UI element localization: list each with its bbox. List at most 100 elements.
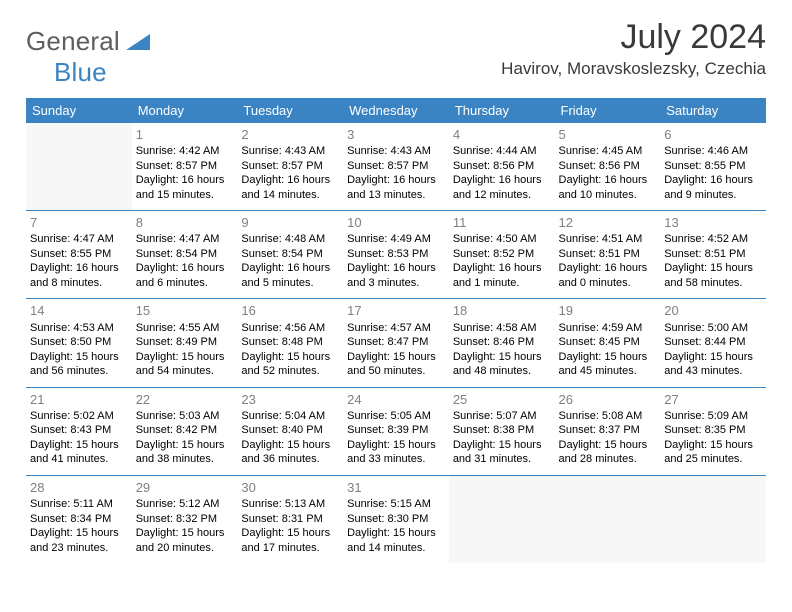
calendar-header-row: SundayMondayTuesdayWednesdayThursdayFrid… bbox=[26, 98, 766, 123]
daylight-text: Daylight: 16 hours and 1 minute. bbox=[453, 261, 551, 290]
daylight-text: Daylight: 15 hours and 31 minutes. bbox=[453, 438, 551, 467]
page-header: General Blue July 2024 Havirov, Moravsko… bbox=[26, 18, 766, 88]
sunrise-text: Sunrise: 4:58 AM bbox=[453, 321, 551, 336]
calendar-day-cell: 21Sunrise: 5:02 AMSunset: 8:43 PMDayligh… bbox=[26, 387, 132, 475]
daylight-text: Daylight: 15 hours and 43 minutes. bbox=[664, 350, 762, 379]
day-number: 16 bbox=[241, 302, 339, 320]
sunset-text: Sunset: 8:39 PM bbox=[347, 423, 445, 438]
sunrise-text: Sunrise: 5:00 AM bbox=[664, 321, 762, 336]
daylight-text: Daylight: 16 hours and 12 minutes. bbox=[453, 173, 551, 202]
calendar-week-row: 21Sunrise: 5:02 AMSunset: 8:43 PMDayligh… bbox=[26, 387, 766, 475]
calendar-day-cell: 13Sunrise: 4:52 AMSunset: 8:51 PMDayligh… bbox=[660, 211, 766, 299]
day-number: 2 bbox=[241, 126, 339, 144]
weekday-header: Saturday bbox=[660, 98, 766, 123]
calendar-table: SundayMondayTuesdayWednesdayThursdayFrid… bbox=[26, 98, 766, 563]
day-number: 5 bbox=[559, 126, 657, 144]
location-text: Havirov, Moravskoslezsky, Czechia bbox=[501, 59, 766, 79]
calendar-day-cell: 10Sunrise: 4:49 AMSunset: 8:53 PMDayligh… bbox=[343, 211, 449, 299]
sunset-text: Sunset: 8:48 PM bbox=[241, 335, 339, 350]
sunset-text: Sunset: 8:56 PM bbox=[453, 159, 551, 174]
calendar-day-cell: 9Sunrise: 4:48 AMSunset: 8:54 PMDaylight… bbox=[237, 211, 343, 299]
daylight-text: Daylight: 15 hours and 50 minutes. bbox=[347, 350, 445, 379]
calendar-day-cell: 25Sunrise: 5:07 AMSunset: 8:38 PMDayligh… bbox=[449, 387, 555, 475]
calendar-day-cell: 27Sunrise: 5:09 AMSunset: 8:35 PMDayligh… bbox=[660, 387, 766, 475]
sunset-text: Sunset: 8:47 PM bbox=[347, 335, 445, 350]
daylight-text: Daylight: 16 hours and 10 minutes. bbox=[559, 173, 657, 202]
sunrise-text: Sunrise: 5:04 AM bbox=[241, 409, 339, 424]
daylight-text: Daylight: 15 hours and 41 minutes. bbox=[30, 438, 128, 467]
sunset-text: Sunset: 8:55 PM bbox=[30, 247, 128, 262]
sunset-text: Sunset: 8:44 PM bbox=[664, 335, 762, 350]
sunset-text: Sunset: 8:55 PM bbox=[664, 159, 762, 174]
calendar-day-cell: 17Sunrise: 4:57 AMSunset: 8:47 PMDayligh… bbox=[343, 299, 449, 387]
calendar-day-cell: 23Sunrise: 5:04 AMSunset: 8:40 PMDayligh… bbox=[237, 387, 343, 475]
sunrise-text: Sunrise: 4:59 AM bbox=[559, 321, 657, 336]
sunset-text: Sunset: 8:46 PM bbox=[453, 335, 551, 350]
month-title: July 2024 bbox=[501, 18, 766, 57]
sunset-text: Sunset: 8:54 PM bbox=[136, 247, 234, 262]
sunrise-text: Sunrise: 4:52 AM bbox=[664, 232, 762, 247]
calendar-day-cell: 19Sunrise: 4:59 AMSunset: 8:45 PMDayligh… bbox=[555, 299, 661, 387]
sunset-text: Sunset: 8:40 PM bbox=[241, 423, 339, 438]
day-number: 30 bbox=[241, 479, 339, 497]
day-number: 15 bbox=[136, 302, 234, 320]
sunrise-text: Sunrise: 5:03 AM bbox=[136, 409, 234, 424]
calendar-day-cell: 3Sunrise: 4:43 AMSunset: 8:57 PMDaylight… bbox=[343, 123, 449, 211]
weekday-header: Monday bbox=[132, 98, 238, 123]
day-number: 1 bbox=[136, 126, 234, 144]
sunset-text: Sunset: 8:57 PM bbox=[136, 159, 234, 174]
sunrise-text: Sunrise: 5:12 AM bbox=[136, 497, 234, 512]
calendar-body: 1Sunrise: 4:42 AMSunset: 8:57 PMDaylight… bbox=[26, 123, 766, 563]
sunrise-text: Sunrise: 5:05 AM bbox=[347, 409, 445, 424]
daylight-text: Daylight: 16 hours and 3 minutes. bbox=[347, 261, 445, 290]
day-number: 9 bbox=[241, 214, 339, 232]
sunrise-text: Sunrise: 5:02 AM bbox=[30, 409, 128, 424]
daylight-text: Daylight: 15 hours and 28 minutes. bbox=[559, 438, 657, 467]
calendar-day-cell: 12Sunrise: 4:51 AMSunset: 8:51 PMDayligh… bbox=[555, 211, 661, 299]
sunrise-text: Sunrise: 4:49 AM bbox=[347, 232, 445, 247]
sunrise-text: Sunrise: 4:44 AM bbox=[453, 144, 551, 159]
calendar-day-cell: 5Sunrise: 4:45 AMSunset: 8:56 PMDaylight… bbox=[555, 123, 661, 211]
sunrise-text: Sunrise: 5:13 AM bbox=[241, 497, 339, 512]
sunrise-text: Sunrise: 4:45 AM bbox=[559, 144, 657, 159]
sunrise-text: Sunrise: 4:53 AM bbox=[30, 321, 128, 336]
calendar-day-cell: 29Sunrise: 5:12 AMSunset: 8:32 PMDayligh… bbox=[132, 475, 238, 563]
sunset-text: Sunset: 8:32 PM bbox=[136, 512, 234, 527]
daylight-text: Daylight: 16 hours and 5 minutes. bbox=[241, 261, 339, 290]
sunrise-text: Sunrise: 5:09 AM bbox=[664, 409, 762, 424]
daylight-text: Daylight: 16 hours and 9 minutes. bbox=[664, 173, 762, 202]
calendar-day-cell: 8Sunrise: 4:47 AMSunset: 8:54 PMDaylight… bbox=[132, 211, 238, 299]
daylight-text: Daylight: 15 hours and 20 minutes. bbox=[136, 526, 234, 555]
sunrise-text: Sunrise: 4:48 AM bbox=[241, 232, 339, 247]
daylight-text: Daylight: 15 hours and 38 minutes. bbox=[136, 438, 234, 467]
calendar-week-row: 14Sunrise: 4:53 AMSunset: 8:50 PMDayligh… bbox=[26, 299, 766, 387]
day-number: 10 bbox=[347, 214, 445, 232]
sunset-text: Sunset: 8:56 PM bbox=[559, 159, 657, 174]
sunset-text: Sunset: 8:51 PM bbox=[664, 247, 762, 262]
calendar-day-cell: 6Sunrise: 4:46 AMSunset: 8:55 PMDaylight… bbox=[660, 123, 766, 211]
sunrise-text: Sunrise: 4:46 AM bbox=[664, 144, 762, 159]
sunset-text: Sunset: 8:52 PM bbox=[453, 247, 551, 262]
daylight-text: Daylight: 15 hours and 54 minutes. bbox=[136, 350, 234, 379]
sunset-text: Sunset: 8:43 PM bbox=[30, 423, 128, 438]
daylight-text: Daylight: 15 hours and 58 minutes. bbox=[664, 261, 762, 290]
calendar-day-cell bbox=[26, 123, 132, 211]
calendar-day-cell: 18Sunrise: 4:58 AMSunset: 8:46 PMDayligh… bbox=[449, 299, 555, 387]
sunrise-text: Sunrise: 4:50 AM bbox=[453, 232, 551, 247]
weekday-header: Wednesday bbox=[343, 98, 449, 123]
day-number: 18 bbox=[453, 302, 551, 320]
calendar-day-cell: 26Sunrise: 5:08 AMSunset: 8:37 PMDayligh… bbox=[555, 387, 661, 475]
sunset-text: Sunset: 8:57 PM bbox=[347, 159, 445, 174]
sunrise-text: Sunrise: 4:51 AM bbox=[559, 232, 657, 247]
logo: General Blue bbox=[26, 26, 150, 88]
daylight-text: Daylight: 15 hours and 25 minutes. bbox=[664, 438, 762, 467]
day-number: 24 bbox=[347, 391, 445, 409]
calendar-day-cell: 14Sunrise: 4:53 AMSunset: 8:50 PMDayligh… bbox=[26, 299, 132, 387]
sunrise-text: Sunrise: 4:42 AM bbox=[136, 144, 234, 159]
sunrise-text: Sunrise: 4:43 AM bbox=[347, 144, 445, 159]
weekday-header: Thursday bbox=[449, 98, 555, 123]
day-number: 7 bbox=[30, 214, 128, 232]
title-block: July 2024 Havirov, Moravskoslezsky, Czec… bbox=[501, 18, 766, 79]
day-number: 13 bbox=[664, 214, 762, 232]
calendar-day-cell: 30Sunrise: 5:13 AMSunset: 8:31 PMDayligh… bbox=[237, 475, 343, 563]
